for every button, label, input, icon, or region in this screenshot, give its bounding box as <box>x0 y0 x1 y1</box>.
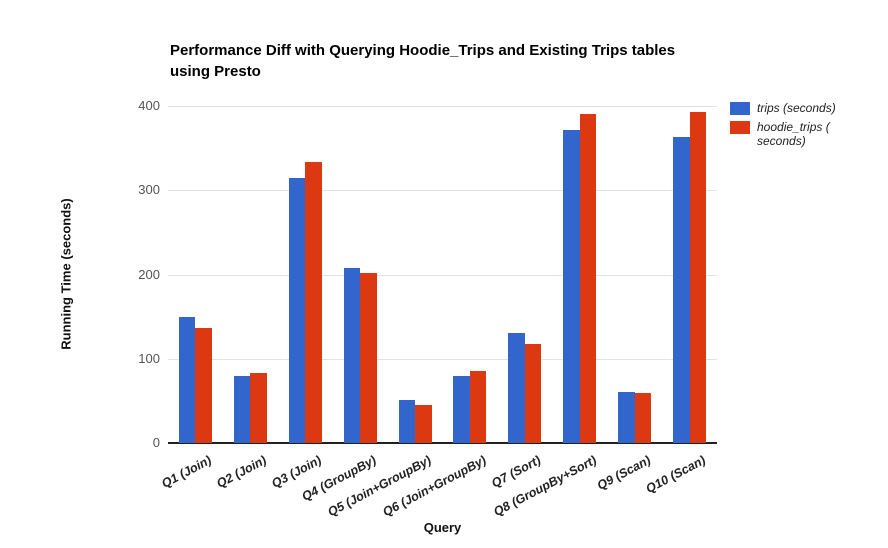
bar-hoodie-trips-q2[interactable] <box>250 373 267 443</box>
bar-hoodie-trips-q8[interactable] <box>579 114 597 443</box>
bar-hoodie-trips-q10[interactable] <box>689 111 707 443</box>
x-axis-title: Query <box>423 520 462 535</box>
x-category-label-q6: Q6 (Join+GroupBy) <box>380 453 489 520</box>
bar-hoodie-trips-q5[interactable] <box>415 405 432 443</box>
bar-hoodie-trips-q4[interactable] <box>360 272 377 443</box>
bar-trips-q2[interactable] <box>233 375 251 443</box>
gridline-300 <box>168 190 717 192</box>
bar-hoodie-trips-q3[interactable] <box>305 162 322 443</box>
legend-label-trips: trips (seconds) <box>757 101 836 115</box>
x-category-label-q2: Q2 (Join) <box>214 453 269 491</box>
y-tick-label-400: 400 <box>138 98 160 113</box>
chart-title: Performance Diff with Querying Hoodie_Tr… <box>170 40 675 82</box>
chart-title-line1: Performance Diff with Querying Hoodie_Tr… <box>170 42 676 59</box>
legend-swatch-trips <box>730 102 750 115</box>
bar-trips-q10[interactable] <box>673 137 690 443</box>
bar-trips-q4[interactable] <box>343 267 361 443</box>
chart-title-line2: using Presto <box>170 63 261 80</box>
y-tick-label-0: 0 <box>152 435 160 450</box>
legend: trips (seconds) hoodie_trips (seconds) <box>730 101 836 154</box>
legend-swatch-hoodie_trips <box>730 121 750 134</box>
bar-hoodie-trips-q9[interactable] <box>634 393 652 443</box>
bar-trips-q5[interactable] <box>398 400 416 443</box>
gridline-200 <box>168 274 717 276</box>
x-category-label-q10: Q10 (Scan) <box>643 453 709 497</box>
y-tick-label-200: 200 <box>138 266 160 282</box>
legend-item-trips[interactable]: trips (seconds) <box>730 101 836 115</box>
bar-hoodie-trips-q7[interactable] <box>524 344 542 443</box>
bar-trips-q8[interactable] <box>563 130 580 443</box>
gridline-400 <box>168 106 717 107</box>
y-tick-label-300: 300 <box>138 182 160 198</box>
plot-area <box>168 106 717 444</box>
bar-hoodie-trips-q6[interactable] <box>469 371 487 443</box>
legend-label-hoodie_trips: hoodie_trips (seconds) <box>757 120 830 148</box>
bar-trips-q6[interactable] <box>453 375 470 443</box>
bar-hoodie-trips-q1[interactable] <box>195 327 212 443</box>
x-axis-line <box>168 442 717 444</box>
x-category-label-q8: Q8 (GroupBy+Sort) <box>490 453 599 519</box>
bar-trips-q1[interactable] <box>178 316 196 443</box>
y-tick-label-100: 100 <box>138 350 160 366</box>
y-axis-title: Running Time (seconds) <box>58 198 74 350</box>
legend-item-hoodie_trips[interactable]: hoodie_trips (seconds) <box>730 120 836 148</box>
bar-trips-q9[interactable] <box>618 392 635 443</box>
gridline-100 <box>168 358 717 360</box>
bar-trips-q7[interactable] <box>508 332 525 443</box>
x-category-label-q1: Q1 (Join) <box>159 453 215 491</box>
bar-trips-q3[interactable] <box>288 178 306 443</box>
